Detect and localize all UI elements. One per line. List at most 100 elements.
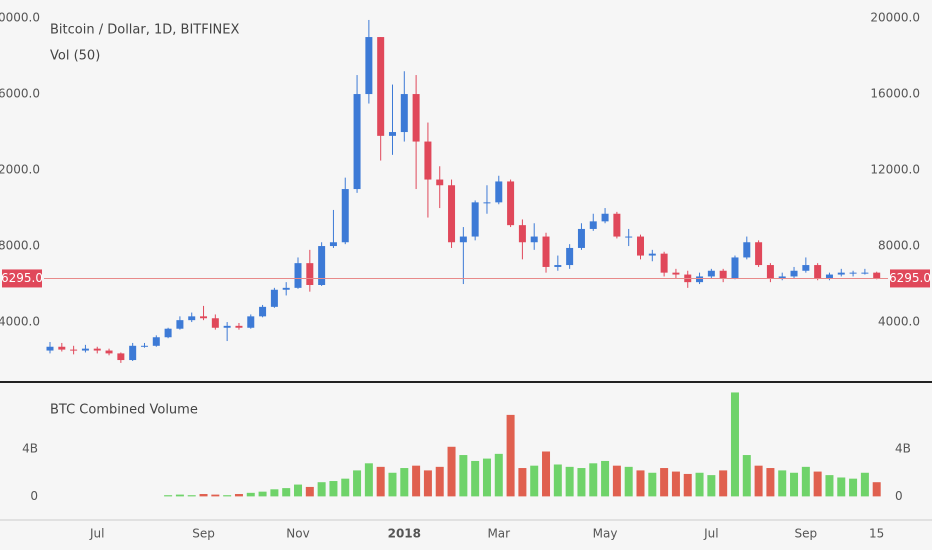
x-tick-label: Jul	[703, 527, 718, 541]
y-tick-label-left: 8000.0	[0, 239, 40, 253]
candle-body	[117, 353, 125, 361]
candle-body	[306, 263, 314, 285]
volume-bar	[730, 392, 739, 497]
volume-bar	[660, 468, 669, 497]
y-tick-label-left: 0	[30, 489, 38, 503]
volume-bar	[164, 495, 173, 497]
y-tick-label-right: 16000.0	[870, 87, 920, 101]
x-tick-label: Sep	[192, 527, 215, 541]
chart-title: Bitcoin / Dollar, 1D, BITFINEX	[50, 23, 239, 38]
candle-body	[211, 318, 219, 328]
x-tick-label: Sep	[795, 527, 818, 541]
volume-bar	[719, 470, 728, 497]
y-tick-label-right: 12000.0	[870, 163, 920, 177]
candle-body	[743, 242, 751, 258]
volume-bar	[341, 478, 350, 497]
candle-body	[589, 221, 597, 229]
volume-bar	[282, 488, 291, 497]
candle-body	[341, 189, 349, 243]
volume-bar	[624, 466, 633, 497]
volume-bar	[317, 482, 326, 497]
candle-body	[294, 263, 302, 288]
volume-bar	[671, 471, 680, 497]
volume-bar	[329, 481, 338, 497]
volume-bar	[707, 475, 716, 497]
candle-body	[436, 179, 444, 186]
volume-bar	[577, 468, 586, 497]
volume-bar	[459, 455, 468, 497]
volume-bar	[648, 472, 657, 497]
volume-title: BTC Combined Volume	[50, 403, 198, 418]
candle-body	[93, 348, 101, 351]
candle-body	[731, 257, 739, 279]
volume-bar	[801, 466, 810, 497]
candle-body	[530, 236, 538, 243]
candle-body	[648, 253, 656, 256]
candle-body	[849, 272, 857, 274]
volume-bar	[683, 473, 692, 497]
volume-bar	[305, 486, 314, 497]
volume-bar	[742, 455, 751, 497]
volume-bar	[636, 470, 645, 497]
y-tick-label-right: 0	[895, 489, 903, 503]
volume-bar	[695, 472, 704, 497]
candle-body	[448, 185, 456, 243]
candle-body	[81, 348, 89, 351]
candle-body	[483, 202, 491, 204]
candle-body	[353, 94, 361, 190]
x-tick-label: 2018	[388, 527, 421, 541]
volume-bar	[223, 495, 232, 497]
volume-bar	[175, 494, 184, 497]
volume-bar	[211, 494, 220, 497]
volume-bar	[813, 471, 822, 497]
volume-bar	[612, 465, 621, 497]
volume-bar	[518, 468, 527, 497]
candle-body	[318, 246, 326, 285]
candle-body	[152, 337, 160, 346]
volume-bar	[589, 463, 598, 497]
volume-bar	[825, 475, 834, 497]
y-tick-label-left: 20000.0	[0, 11, 40, 25]
volume-bar	[601, 460, 610, 497]
volume-bar	[565, 466, 574, 497]
candle-body	[235, 325, 243, 328]
candle-body	[601, 213, 609, 222]
candle-body	[495, 181, 503, 203]
candle-body	[518, 225, 526, 243]
candle-body	[400, 94, 408, 133]
volume-bar	[199, 494, 208, 497]
y-tick-label-left: 12000.0	[0, 163, 40, 177]
volume-bar	[246, 492, 255, 497]
candle-body	[861, 272, 869, 274]
candle-body	[365, 37, 373, 95]
candle-body	[188, 316, 196, 321]
volume-bar	[423, 470, 432, 497]
volume-bar	[849, 478, 858, 497]
candle-body	[200, 316, 208, 319]
candle-body	[105, 350, 113, 354]
volume-bar	[412, 465, 421, 497]
candle-body	[129, 345, 137, 361]
candle-body	[577, 228, 585, 248]
volume-bar	[530, 465, 539, 497]
volume-bar	[482, 458, 491, 497]
x-tick-label: Mar	[487, 527, 510, 541]
candle-body	[542, 236, 550, 267]
volume-bar	[258, 491, 267, 497]
y-tick-label-right: 4000.0	[878, 315, 920, 329]
volume-bar	[234, 494, 243, 497]
volume-bar	[270, 489, 279, 497]
candle-body	[176, 320, 184, 329]
candle-body	[837, 272, 845, 275]
volume-bar	[364, 463, 373, 497]
x-tick-label: Nov	[286, 527, 309, 541]
volume-bar	[388, 472, 397, 497]
candle-body	[259, 306, 267, 317]
candle-body	[790, 270, 798, 277]
volume-bar	[471, 460, 480, 497]
candle-body	[459, 236, 467, 243]
candle-body	[164, 328, 172, 338]
candle-body	[613, 213, 621, 237]
